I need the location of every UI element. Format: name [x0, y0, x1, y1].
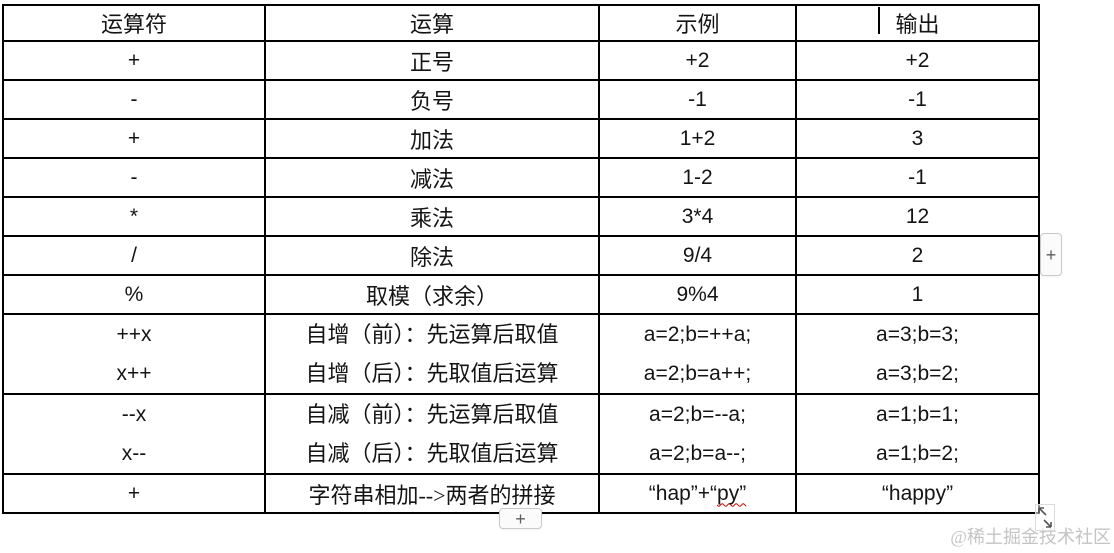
cell-operation[interactable]: 自减（前）：先运算后取值 自减（后）：先取值后运算: [264, 393, 600, 475]
cell-operation[interactable]: 减法: [264, 157, 600, 198]
cell-line: 自增（前）：先运算后取值: [305, 322, 559, 347]
cell-line: 自增（后）：先取值后运算: [305, 361, 559, 386]
cell-operator[interactable]: %: [2, 274, 266, 315]
cell-operation[interactable]: 除法: [264, 235, 600, 276]
cell-output[interactable]: 12: [795, 196, 1040, 237]
table-row: % 取模（求余） 9%4 1: [2, 274, 1040, 315]
cell-output[interactable]: 2: [795, 235, 1040, 276]
cell-example[interactable]: 1+2: [598, 118, 797, 159]
table-row: ++x x++ 自增（前）：先运算后取值 自增（后）：先取值后运算 a=2;b=…: [2, 313, 1040, 395]
table-row: + 加法 1+2 3: [2, 118, 1040, 159]
table-row: - 减法 1-2 -1: [2, 157, 1040, 198]
example-text: “hap”+“: [648, 481, 718, 505]
cell-output[interactable]: +2: [795, 40, 1040, 81]
cell-example[interactable]: 1-2: [598, 157, 797, 198]
cell-example[interactable]: a=2;b=++a; a=2;b=a++;: [598, 313, 797, 395]
cell-output[interactable]: -1: [795, 79, 1040, 120]
header-operator[interactable]: 运算符: [2, 4, 266, 42]
cell-line: a=1;b=1;: [876, 403, 959, 426]
cell-line: a=3;b=2;: [876, 362, 959, 385]
cell-example[interactable]: -1: [598, 79, 797, 120]
cell-operation[interactable]: 负号: [264, 79, 600, 120]
add-row-button[interactable]: +: [499, 508, 542, 529]
operators-table: 运算符 运算 示例 输出 + 正号 +2 +2 - 负号 -1 -1 + 加法 …: [2, 4, 1040, 514]
cell-output[interactable]: 3: [795, 118, 1040, 159]
cell-operator[interactable]: /: [2, 235, 266, 276]
cell-example[interactable]: “hap”+“py”: [598, 473, 797, 514]
cell-operation[interactable]: 字符串相加-->两者的拼接: [264, 473, 600, 514]
cell-output[interactable]: -1: [795, 157, 1040, 198]
cell-line: x--: [121, 442, 147, 465]
cell-example[interactable]: +2: [598, 40, 797, 81]
cell-line: a=3;b=3;: [876, 323, 959, 346]
resize-handle-icon[interactable]: [1035, 504, 1055, 531]
misspelled-text: py”: [717, 481, 747, 505]
cell-example[interactable]: 3*4: [598, 196, 797, 237]
cell-operation[interactable]: 取模（求余）: [264, 274, 600, 315]
cell-operator[interactable]: *: [2, 196, 266, 237]
cell-line: a=2;b=a--;: [649, 442, 746, 465]
table-row: --x x-- 自减（前）：先运算后取值 自减（后）：先取值后运算 a=2;b=…: [2, 393, 1040, 475]
table-row: + 正号 +2 +2: [2, 40, 1040, 81]
cell-output[interactable]: 1: [795, 274, 1040, 315]
cell-output[interactable]: “happy”: [795, 473, 1040, 514]
header-output[interactable]: 输出: [795, 4, 1040, 42]
table-row: / 除法 9/4 2: [2, 235, 1040, 276]
table-row: * 乘法 3*4 12: [2, 196, 1040, 237]
cell-operator[interactable]: ++x x++: [2, 313, 266, 395]
cell-operation[interactable]: 自增（前）：先运算后取值 自增（后）：先取值后运算: [264, 313, 600, 395]
cell-output[interactable]: a=1;b=1; a=1;b=2;: [795, 393, 1040, 475]
cell-operator[interactable]: +: [2, 473, 266, 514]
table-row: + 字符串相加-->两者的拼接 “hap”+“py” “happy”: [2, 473, 1040, 514]
add-column-button[interactable]: +: [1040, 233, 1062, 276]
cell-operator[interactable]: +: [2, 118, 266, 159]
cell-line: x++: [116, 362, 152, 385]
cell-operator[interactable]: +: [2, 40, 266, 81]
cell-output[interactable]: a=3;b=3; a=3;b=2;: [795, 313, 1040, 395]
watermark-text: @稀土掘金技术社区: [950, 527, 1111, 547]
cell-operator[interactable]: --x x--: [2, 393, 266, 475]
cell-line: a=2;b=++a;: [643, 323, 752, 346]
header-operation[interactable]: 运算: [264, 4, 600, 42]
cell-operation[interactable]: 乘法: [264, 196, 600, 237]
cell-line: 自减（后）：先取值后运算: [305, 441, 559, 466]
text-caret: [878, 7, 880, 34]
cell-example[interactable]: 9%4: [598, 274, 797, 315]
cell-example[interactable]: a=2;b=--a; a=2;b=a--;: [598, 393, 797, 475]
cell-line: a=1;b=2;: [876, 442, 959, 465]
cell-example[interactable]: 9/4: [598, 235, 797, 276]
table-row: - 负号 -1 -1: [2, 79, 1040, 120]
cell-line: a=2;b=--a;: [649, 403, 746, 426]
cell-operator[interactable]: -: [2, 157, 266, 198]
cell-operation[interactable]: 正号: [264, 40, 600, 81]
table-header-row: 运算符 运算 示例 输出: [2, 4, 1040, 42]
header-example[interactable]: 示例: [598, 4, 797, 42]
cell-operator[interactable]: -: [2, 79, 266, 120]
cell-operation[interactable]: 加法: [264, 118, 600, 159]
cell-line: ++x: [116, 323, 152, 346]
cell-line: a=2;b=a++;: [643, 362, 752, 385]
cell-line: --x: [121, 403, 147, 426]
cell-line: 自减（前）：先运算后取值: [305, 402, 559, 427]
